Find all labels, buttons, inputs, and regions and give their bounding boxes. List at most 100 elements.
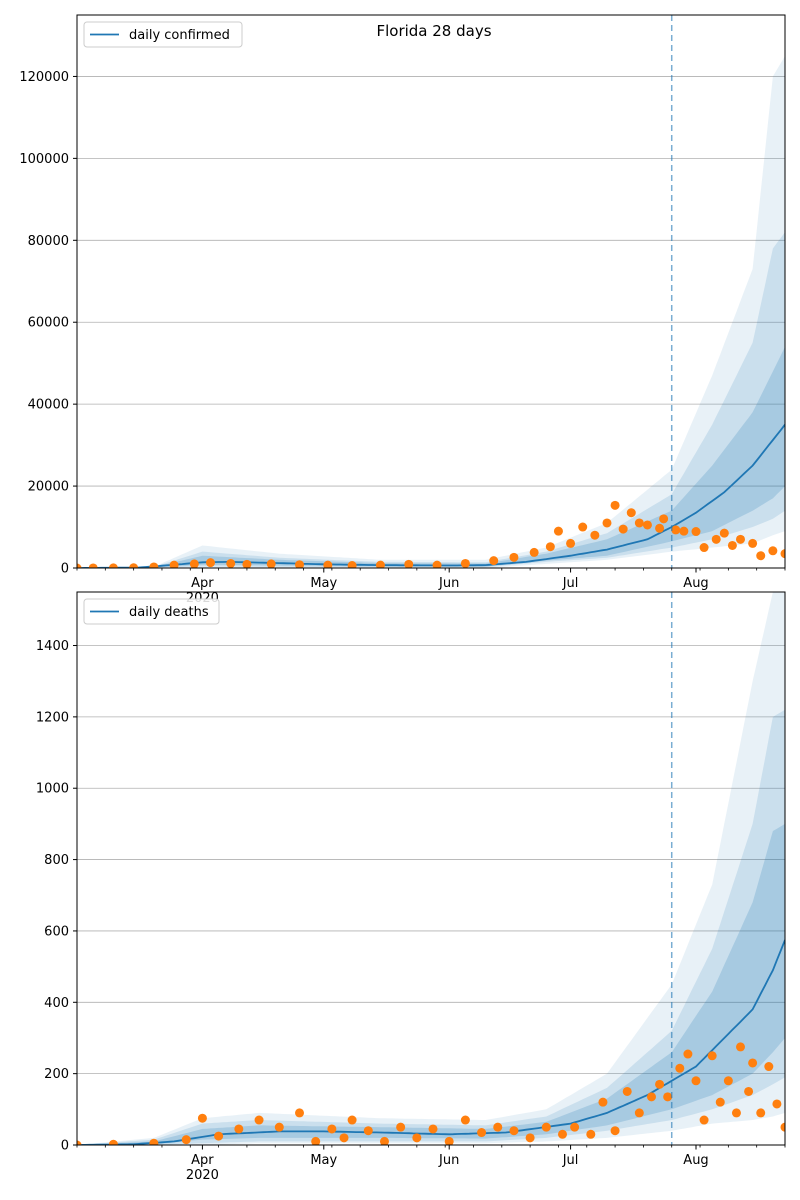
- observed-point: [477, 1128, 487, 1138]
- observed-point: [545, 542, 555, 552]
- observed-point: [691, 1076, 701, 1086]
- observed-point: [566, 538, 576, 548]
- observed-point: [655, 1079, 665, 1089]
- observed-point: [683, 1049, 693, 1059]
- observed-point: [396, 1122, 406, 1132]
- observed-point: [663, 1092, 673, 1102]
- y-tick-label: 100000: [19, 152, 69, 167]
- observed-point: [727, 540, 737, 550]
- uncertainty-band-inner-forecast: [671, 823, 785, 1110]
- observed-point: [646, 1092, 656, 1102]
- observed-point: [149, 562, 159, 568]
- observed-point: [659, 514, 669, 524]
- observed-point: [460, 558, 470, 568]
- observed-point: [671, 525, 681, 535]
- uncertainty-band-outer-fit: [77, 469, 672, 568]
- observed-point: [735, 1042, 745, 1052]
- observed-point: [509, 1126, 519, 1136]
- confirmed-panel: 020000400006000080000100000120000Apr2020…: [19, 14, 786, 606]
- observed-point: [206, 558, 216, 568]
- x-tick-label: May: [310, 1153, 337, 1168]
- observed-point: [780, 1122, 785, 1132]
- y-tick-label: 800: [44, 853, 69, 868]
- observed-point: [226, 558, 236, 568]
- observed-point: [88, 563, 98, 568]
- observed-point: [586, 1129, 596, 1139]
- x-tick-year-label: 2020: [186, 1168, 219, 1183]
- y-tick-label: 1200: [36, 710, 69, 725]
- observed-point: [557, 1129, 567, 1139]
- observed-point: [129, 563, 139, 568]
- observed-point: [108, 1139, 118, 1145]
- x-tick-label: Aug: [683, 576, 708, 591]
- axes-frame: [76, 591, 786, 1146]
- observed-point: [622, 1086, 632, 1096]
- observed-point: [553, 526, 563, 536]
- observed-point: [598, 1097, 608, 1107]
- observed-point: [634, 1108, 644, 1118]
- chart-title: Florida 28 days: [376, 22, 491, 40]
- observed-point: [254, 1115, 264, 1125]
- observed-point: [379, 1136, 389, 1145]
- observed-point: [610, 500, 620, 510]
- observed-point: [347, 1115, 357, 1125]
- observed-point: [214, 1131, 224, 1141]
- observed-point: [169, 560, 179, 568]
- observed-point: [675, 1063, 685, 1073]
- plot-area: [77, 56, 785, 568]
- x-tick-label: Apr: [191, 576, 214, 591]
- observed-point: [719, 528, 729, 538]
- uncertainty-band-middle-forecast: [671, 232, 785, 548]
- observed-point: [655, 523, 665, 533]
- observed-point: [274, 1122, 284, 1132]
- observed-point: [323, 560, 333, 568]
- observed-point: [541, 1122, 551, 1132]
- observed-point: [744, 1086, 754, 1096]
- observed-point: [731, 1108, 741, 1118]
- observed-point: [711, 534, 721, 544]
- uncertainty-band-middle-forecast: [671, 709, 785, 1120]
- observed-point: [610, 1126, 620, 1136]
- observed-point: [699, 1115, 709, 1125]
- y-tick-label: 120000: [19, 70, 69, 85]
- observed-point: [493, 1122, 503, 1132]
- y-tick-label: 80000: [28, 234, 69, 249]
- y-tick-label: 0: [61, 562, 69, 577]
- observed-point: [108, 563, 118, 568]
- observed-point: [509, 552, 519, 562]
- observed-point: [578, 522, 588, 532]
- observed-point: [679, 526, 689, 536]
- observed-point: [768, 546, 778, 556]
- observed-point: [149, 1138, 159, 1145]
- observed-point: [460, 1115, 470, 1125]
- observed-point: [748, 538, 758, 548]
- observed-point: [756, 551, 766, 561]
- y-tick-label: 600: [44, 924, 69, 939]
- observed-point: [748, 1058, 758, 1068]
- y-tick-label: 40000: [28, 398, 69, 413]
- y-tick-label: 1000: [36, 782, 69, 797]
- x-tick-label: Jun: [438, 1153, 459, 1168]
- observed-point: [295, 1108, 305, 1118]
- observed-point: [723, 1076, 733, 1086]
- x-tick-label: May: [310, 576, 337, 591]
- y-tick-label: 1400: [36, 639, 69, 654]
- legend-box: [83, 21, 243, 48]
- y-tick-label: 20000: [28, 480, 69, 495]
- observed-point: [311, 1136, 321, 1145]
- observed-point: [444, 1136, 454, 1145]
- model-median-line: [77, 939, 785, 1145]
- observed-point: [363, 1126, 373, 1136]
- observed-point: [756, 1108, 766, 1118]
- observed-point: [375, 560, 385, 568]
- observed-point: [699, 543, 709, 553]
- y-tick-label: 400: [44, 996, 69, 1011]
- observed-point: [642, 520, 652, 530]
- observed-point: [529, 547, 539, 557]
- observed-point: [570, 1122, 580, 1132]
- observed-point: [780, 549, 785, 559]
- x-tick-label: Jun: [438, 576, 459, 591]
- legend-label: daily deaths: [129, 605, 209, 620]
- observed-point: [234, 1124, 244, 1134]
